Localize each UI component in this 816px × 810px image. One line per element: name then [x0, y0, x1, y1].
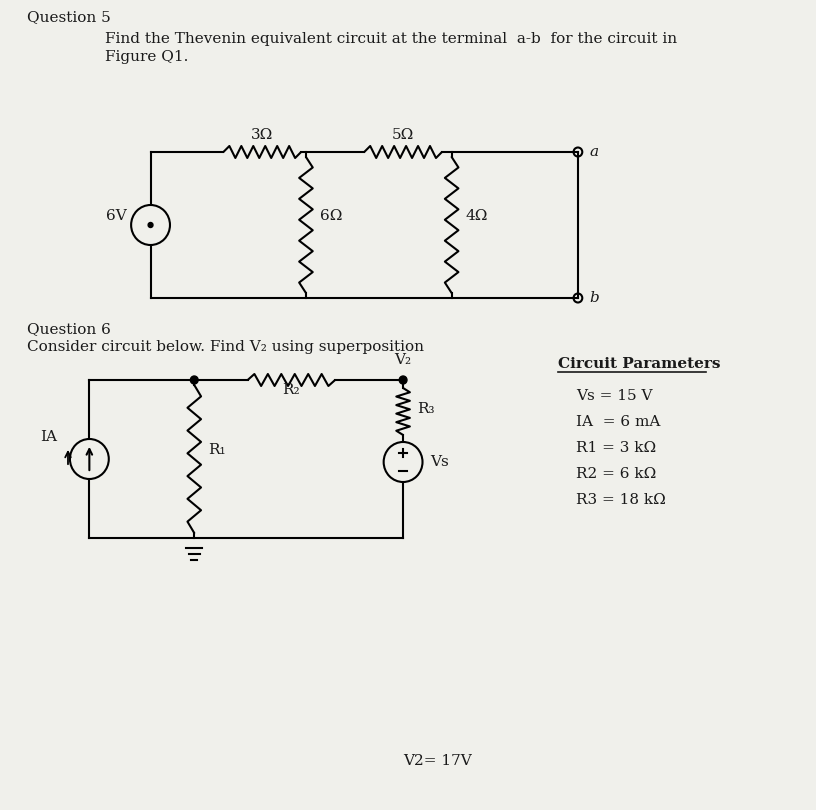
Text: R₁: R₁: [208, 443, 225, 457]
Text: IA  = 6 mA: IA = 6 mA: [576, 415, 660, 429]
Text: a: a: [590, 145, 599, 159]
Circle shape: [190, 376, 198, 384]
Circle shape: [574, 147, 583, 156]
Text: Circuit Parameters: Circuit Parameters: [558, 357, 721, 371]
Text: Vs: Vs: [430, 455, 449, 469]
Text: R₃: R₃: [417, 402, 434, 416]
Text: 4Ω: 4Ω: [465, 209, 488, 223]
Text: R2 = 6 kΩ: R2 = 6 kΩ: [576, 467, 656, 481]
Text: Question 6: Question 6: [27, 322, 111, 336]
Text: R1 = 3 kΩ: R1 = 3 kΩ: [576, 441, 656, 455]
Text: Vs = 15 V: Vs = 15 V: [576, 389, 653, 403]
Circle shape: [149, 223, 153, 228]
Text: Question 5: Question 5: [27, 10, 111, 24]
Text: V₂: V₂: [394, 353, 411, 367]
Circle shape: [399, 376, 407, 384]
Text: Figure Q1.: Figure Q1.: [105, 50, 188, 64]
Text: V2= 17V: V2= 17V: [403, 754, 472, 768]
Text: 6V: 6V: [106, 209, 127, 223]
Text: Find the Thevenin equivalent circuit at the terminal  a-b  for the circuit in: Find the Thevenin equivalent circuit at …: [105, 32, 677, 46]
Text: 3Ω: 3Ω: [251, 128, 273, 142]
Text: IA: IA: [40, 430, 57, 444]
Text: R₂: R₂: [282, 383, 300, 397]
Text: R3 = 18 kΩ: R3 = 18 kΩ: [576, 493, 666, 507]
Text: Consider circuit below. Find V₂ using superposition: Consider circuit below. Find V₂ using su…: [27, 340, 424, 354]
Circle shape: [574, 293, 583, 302]
Text: 6Ω: 6Ω: [320, 209, 342, 223]
Text: 5Ω: 5Ω: [392, 128, 415, 142]
Text: b: b: [590, 291, 599, 305]
